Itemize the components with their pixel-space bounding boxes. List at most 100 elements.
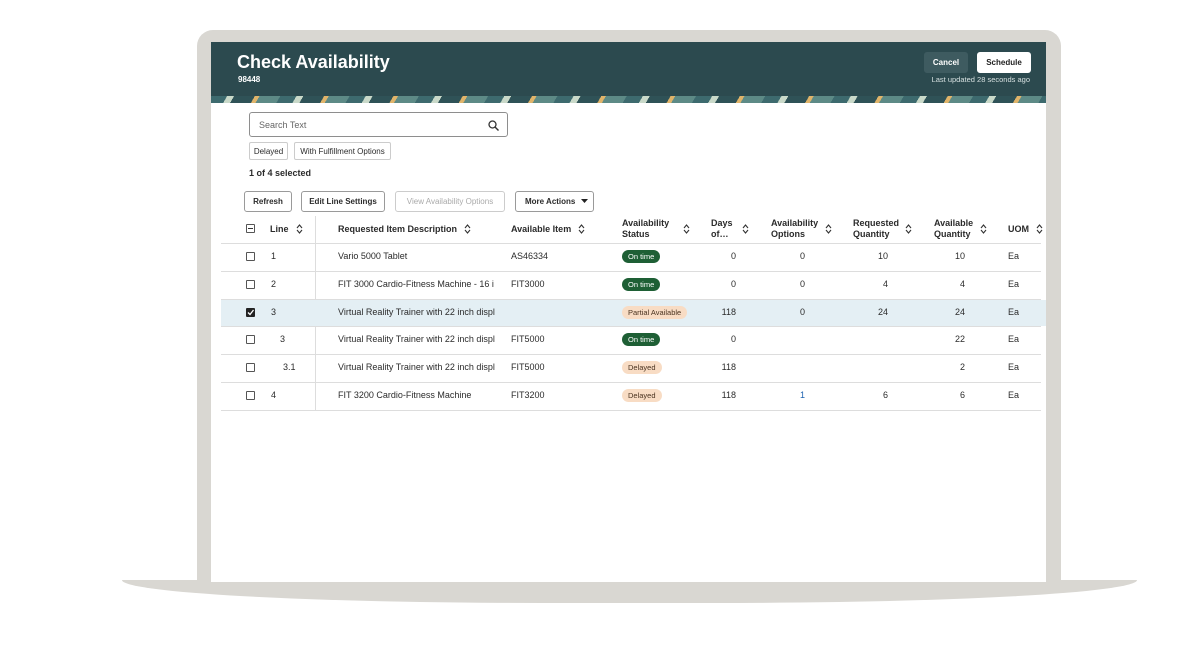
cell-text: Ea xyxy=(1008,250,1020,261)
row-divider xyxy=(221,409,1041,411)
cell-text: Vario 5000 Tablet xyxy=(338,250,408,261)
cell-text: 6 xyxy=(959,389,965,400)
cell-text: FIT5000 xyxy=(511,362,545,373)
row-divider xyxy=(221,270,1041,272)
column-header[interactable]: Days of… xyxy=(711,218,733,239)
cell-text: 0 xyxy=(799,278,805,289)
column-header[interactable]: Available Item xyxy=(511,224,572,234)
check-mark xyxy=(247,309,254,315)
cell-text: FIT3200 xyxy=(511,389,545,400)
row-divider xyxy=(221,382,1041,383)
column-header[interactable]: Requested Quantity xyxy=(853,218,900,239)
row-checkbox[interactable] xyxy=(246,335,255,345)
status-badge: On time xyxy=(622,277,661,291)
cell-text: 0 xyxy=(799,250,805,261)
cancel-button[interactable]: Cancel xyxy=(924,52,968,73)
cell-text: 10 xyxy=(954,250,965,261)
cell-text: 4 xyxy=(271,389,277,400)
selection-count: 1 of 4 selected xyxy=(249,168,312,178)
header-bar xyxy=(211,42,1046,96)
search-box[interactable]: Search Text xyxy=(249,112,508,137)
sort-icon[interactable] xyxy=(825,224,832,234)
cell-text: 118 xyxy=(721,389,736,400)
cell-text: 0 xyxy=(730,334,736,345)
cell-text: 22 xyxy=(954,334,965,345)
sort-icon[interactable] xyxy=(296,224,303,234)
sort-icon[interactable] xyxy=(464,224,471,234)
status-badge: On time xyxy=(622,333,661,347)
cell-text: FIT 3200 Cardio-Fitness Machine xyxy=(338,389,472,400)
header-pattern xyxy=(211,96,1046,103)
row-checkbox[interactable] xyxy=(246,251,255,261)
edit-line-settings-button[interactable]: Edit Line Settings xyxy=(301,191,385,212)
cell-text: FIT3000 xyxy=(511,278,545,289)
column-header[interactable]: UOM xyxy=(1008,224,1029,234)
column-header[interactable]: Available Quantity xyxy=(934,218,974,239)
status-badge: Partial Available xyxy=(622,305,688,319)
search-icon xyxy=(488,120,499,131)
last-updated: Last updated 28 seconds ago xyxy=(931,75,1030,84)
row-checkbox[interactable] xyxy=(246,307,255,317)
column-header[interactable]: Availability Options xyxy=(771,218,819,239)
column-header[interactable]: Line xyxy=(270,224,289,234)
cell-text: Ea xyxy=(1008,334,1020,345)
cell-text: Ea xyxy=(1008,306,1020,317)
cell-text: 3.1 xyxy=(283,362,296,373)
subtitle: 98448 xyxy=(238,75,261,84)
filter-chip[interactable]: With Fulfillment Options xyxy=(294,142,391,160)
cell-text: 10 xyxy=(877,250,888,261)
status-badge: Delayed xyxy=(622,388,662,402)
cell-text: Ea xyxy=(1008,278,1020,289)
view-options-button[interactable]: View Availability Options xyxy=(395,191,505,212)
sort-icon[interactable] xyxy=(905,224,912,234)
checkbox-dash xyxy=(248,228,253,229)
sort-icon[interactable] xyxy=(683,224,690,234)
status-badge: Delayed xyxy=(622,361,662,375)
cell-text: Virtual Reality Trainer with 22 inch dis… xyxy=(338,334,495,345)
row-checkbox[interactable] xyxy=(246,363,255,373)
row-divider xyxy=(221,354,1041,356)
cell-text: 118 xyxy=(721,306,736,317)
cell-text: 24 xyxy=(877,306,888,317)
sort-icon[interactable] xyxy=(980,224,987,234)
cell-text: 1 xyxy=(271,250,277,261)
cell-text: 4 xyxy=(959,278,965,289)
row-checkbox[interactable] xyxy=(246,279,255,289)
row-divider xyxy=(221,326,1041,328)
laptop-base xyxy=(122,580,1137,603)
sort-icon[interactable] xyxy=(578,224,585,234)
status-badge: On time xyxy=(622,249,661,263)
cell-text: 24 xyxy=(954,306,965,317)
cell-text: 2 xyxy=(959,362,965,373)
filter-chip[interactable]: Delayed xyxy=(249,142,288,160)
row-checkbox[interactable] xyxy=(246,390,255,400)
cell-text: FIT5000 xyxy=(511,334,545,345)
column-header[interactable]: Availability Status xyxy=(622,218,670,239)
cell-text: 118 xyxy=(721,362,736,373)
cell-text: AS46334 xyxy=(511,250,549,261)
cell-text: 0 xyxy=(799,306,805,317)
options-link[interactable]: 1 xyxy=(799,389,805,400)
search-placeholder: Search Text xyxy=(259,120,307,130)
cell-text: FIT 3000 Cardio-Fitness Machine - 16 i xyxy=(338,278,494,289)
title: Check Availability xyxy=(237,52,390,72)
cell-text: 0 xyxy=(730,250,736,261)
cell-text: 3 xyxy=(271,306,277,317)
cell-text: 3 xyxy=(280,334,286,345)
dropdown-caret xyxy=(581,199,588,203)
cell-text: 2 xyxy=(271,278,277,289)
row-divider xyxy=(221,298,1041,300)
schedule-button[interactable]: Schedule xyxy=(977,52,1031,73)
cell-text: Ea xyxy=(1008,362,1020,373)
cell-text: Ea xyxy=(1008,389,1020,400)
row-divider xyxy=(221,243,1041,244)
sort-icon[interactable] xyxy=(742,224,749,234)
refresh-button[interactable]: Refresh xyxy=(244,191,292,212)
column-header[interactable]: Requested Item Description xyxy=(338,224,458,234)
sort-icon[interactable] xyxy=(1036,224,1043,234)
more-actions-button[interactable]: More Actions xyxy=(515,191,594,212)
cell-text: 6 xyxy=(882,389,888,400)
cell-text: Virtual Reality Trainer with 22 inch dis… xyxy=(338,306,495,317)
cell-text: 0 xyxy=(730,278,736,289)
